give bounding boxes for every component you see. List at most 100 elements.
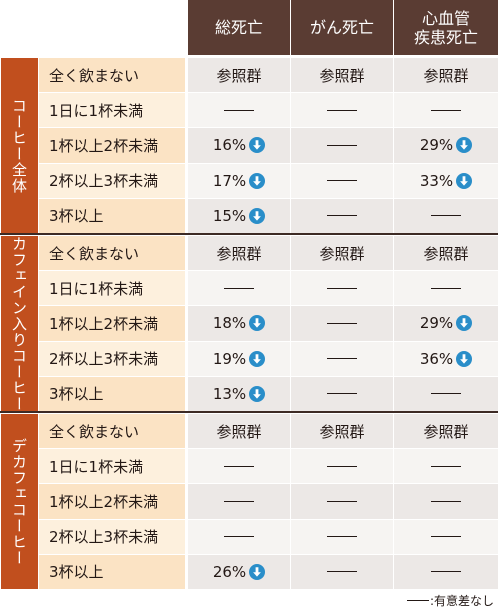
no-significant-difference-dash — [431, 287, 461, 289]
percentage-value: 15% — [212, 206, 247, 225]
group-label-text: カフェイン入りコーヒー — [10, 235, 28, 412]
table-cell — [188, 519, 290, 554]
no-significant-difference-dash — [327, 500, 357, 502]
row-label: 2杯以上3杯未満 — [39, 519, 185, 554]
column-header: 総死亡 — [188, 0, 290, 55]
reference-group-label: 参照群 — [216, 244, 262, 263]
table-cell: 参照群 — [188, 414, 290, 449]
percentage-value: 13% — [212, 384, 247, 403]
row-label: 3杯以上 — [39, 554, 185, 589]
row-label: 3杯以上 — [39, 198, 185, 233]
table-cell — [291, 306, 393, 341]
table-cell: 29% — [394, 306, 498, 341]
row-label: 1杯以上2杯未満 — [39, 484, 185, 519]
table-cell: 18% — [188, 306, 290, 341]
row-label: 1日に1杯未満 — [39, 93, 185, 128]
group-label: カフェイン入りコーヒー — [1, 235, 38, 412]
table-cell — [291, 163, 393, 198]
no-significant-difference-dash — [327, 180, 357, 182]
row-label: 全く飲まない — [39, 414, 185, 449]
footnote: :有意差なし — [406, 592, 494, 609]
no-significant-difference-dash — [327, 144, 357, 146]
table-cell — [291, 128, 393, 163]
reference-group-label: 参照群 — [319, 422, 365, 441]
column-header-text: 疾患死亡 — [413, 27, 478, 47]
column-header-text: がん死亡 — [309, 18, 374, 37]
down-arrow-icon — [456, 350, 473, 367]
down-arrow-icon — [249, 207, 266, 224]
no-significant-difference-dash — [327, 322, 357, 324]
down-arrow-icon — [456, 137, 473, 154]
down-arrow-icon — [249, 137, 266, 154]
down-arrow-icon — [456, 315, 473, 332]
table-cell — [291, 341, 393, 376]
no-significant-difference-dash — [224, 536, 254, 538]
reference-group-label: 参照群 — [319, 244, 365, 263]
no-significant-difference-dash — [327, 287, 357, 289]
percentage-value: 17% — [212, 171, 247, 190]
no-significant-difference-dash — [327, 571, 357, 573]
column-header-text: 総死亡 — [214, 18, 263, 37]
no-significant-difference-dash — [327, 215, 357, 217]
down-arrow-icon — [249, 172, 266, 189]
row-label: 3杯以上 — [39, 376, 185, 411]
table-cell: 参照群 — [291, 58, 393, 93]
no-significant-difference-dash — [327, 536, 357, 538]
table-cell — [394, 519, 498, 554]
row-label: 全く飲まない — [39, 58, 185, 93]
no-significant-difference-dash — [431, 109, 461, 111]
table-cell — [394, 271, 498, 306]
table-cell: 29% — [394, 128, 498, 163]
table-cell — [394, 93, 498, 128]
table-cell — [291, 198, 393, 233]
reference-group-label: 参照群 — [319, 66, 365, 85]
no-significant-difference-dash — [431, 536, 461, 538]
table-cell — [188, 93, 290, 128]
group-divider — [0, 411, 498, 413]
reference-group-label: 参照群 — [423, 244, 469, 263]
group-label-text: デカフェコーヒー — [10, 437, 28, 566]
percentage-value: 18% — [212, 314, 247, 333]
table-cell: 参照群 — [188, 58, 290, 93]
no-significant-difference-dash — [327, 465, 357, 467]
percentage-value: 29% — [419, 136, 454, 155]
table-cell — [291, 271, 393, 306]
table-cell — [291, 93, 393, 128]
column-header-text: 心血管 — [421, 8, 470, 28]
percentage-value: 29% — [419, 314, 454, 333]
no-significant-difference-dash — [431, 500, 461, 502]
reference-group-label: 参照群 — [423, 422, 469, 441]
down-arrow-icon — [249, 563, 266, 580]
table-cell — [188, 484, 290, 519]
no-significant-difference-dash — [327, 109, 357, 111]
group-label-text: コーヒー全体 — [10, 97, 28, 194]
table-cell — [394, 484, 498, 519]
reference-group-label: 参照群 — [216, 66, 262, 85]
percentage-value: 26% — [212, 562, 247, 581]
row-label: 2杯以上3杯未満 — [39, 341, 185, 376]
table-cell: 15% — [188, 198, 290, 233]
row-label: 1杯以上2杯未満 — [39, 128, 185, 163]
no-significant-difference-dash — [327, 358, 357, 360]
row-label: 全く飲まない — [39, 236, 185, 271]
no-significant-difference-dash — [431, 393, 461, 395]
no-significant-difference-dash — [431, 215, 461, 217]
row-label: 1日に1杯未満 — [39, 271, 185, 306]
table-cell — [394, 376, 498, 411]
table-cell — [291, 519, 393, 554]
down-arrow-icon — [249, 385, 266, 402]
table-cell — [394, 554, 498, 589]
table-cell: 26% — [188, 554, 290, 589]
table-cell: 16% — [188, 128, 290, 163]
group-label: コーヒー全体 — [1, 58, 38, 233]
column-header: がん死亡 — [291, 0, 393, 55]
percentage-value: 16% — [212, 136, 247, 155]
row-label: 1日に1杯未満 — [39, 449, 185, 484]
table-cell: 参照群 — [291, 236, 393, 271]
no-significant-difference-dash — [431, 465, 461, 467]
percentage-value: 19% — [212, 349, 247, 368]
table-cell: 33% — [394, 163, 498, 198]
table-cell — [188, 271, 290, 306]
table-cell — [291, 554, 393, 589]
table-cell — [291, 376, 393, 411]
